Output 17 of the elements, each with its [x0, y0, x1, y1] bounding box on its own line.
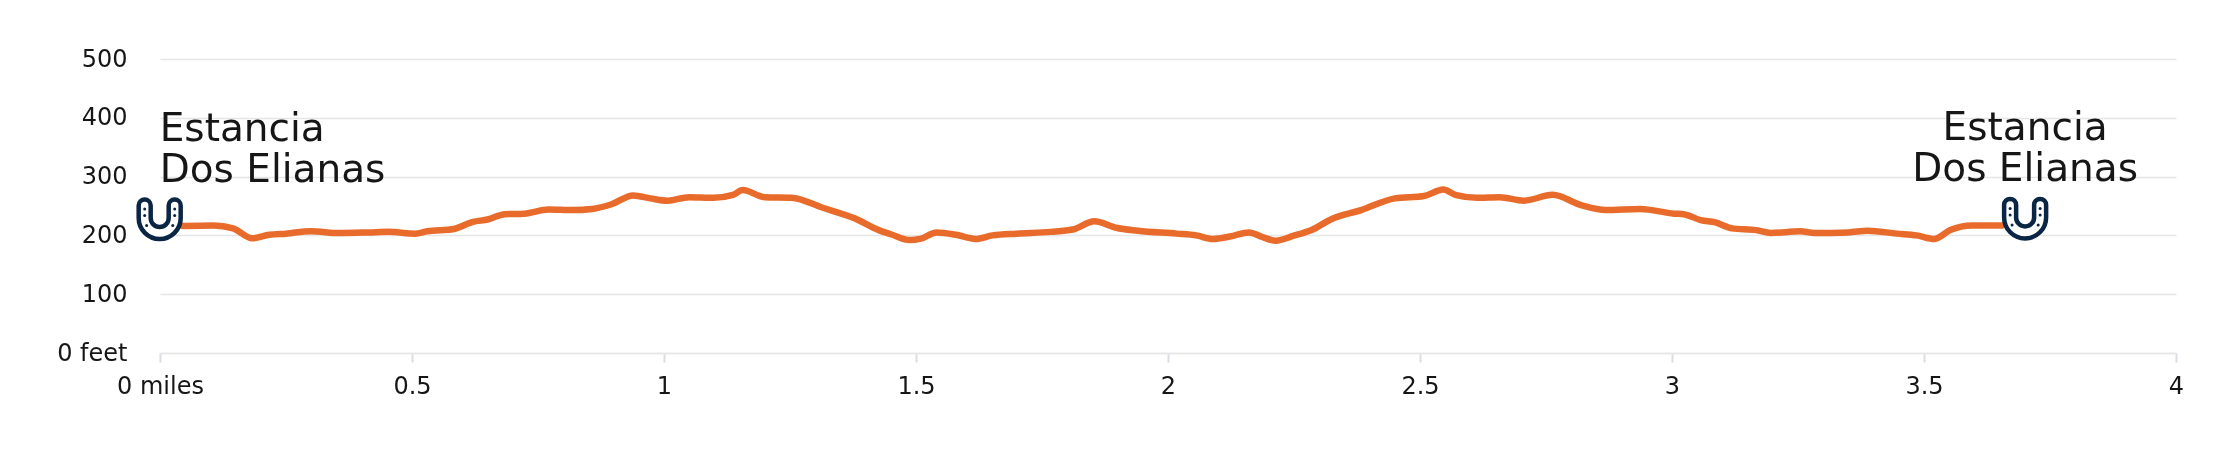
y-tick-label: 500	[81, 44, 128, 73]
x-tick-label: 0 miles	[117, 371, 204, 400]
x-tick-label: 3.5	[1905, 371, 1944, 400]
y-tick-label: 200	[81, 220, 128, 249]
annotation: Estancia Dos Elianas	[159, 104, 386, 191]
x-tick-label: 1.5	[897, 371, 936, 400]
y-tick-label: 400	[81, 103, 128, 132]
x-tick-label: 3	[1664, 371, 1681, 400]
annotation: Estancia Dos Elianas	[1912, 104, 2138, 191]
x-tick-label: 0.5	[393, 371, 432, 400]
x-tick-label: 2	[1160, 371, 1177, 400]
x-tick-label: 2.5	[1401, 371, 1440, 400]
y-tick-label: 100	[81, 279, 128, 308]
y-tick-label: 300	[81, 162, 128, 191]
x-tick-label: 1	[656, 371, 673, 400]
y-tick-label: 0 feet	[57, 338, 128, 367]
x-tick-label: 4	[2168, 371, 2185, 400]
